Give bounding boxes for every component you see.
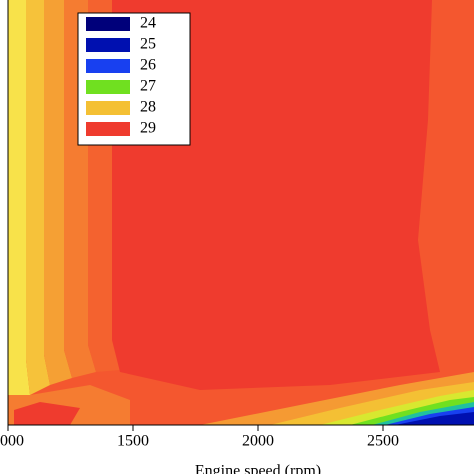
legend-label: 25	[140, 36, 156, 53]
legend-label: 24	[140, 15, 156, 32]
legend	[77, 12, 191, 146]
legend-swatch	[86, 17, 130, 31]
x-tick-label: 2500	[367, 433, 399, 450]
x-tick-label: 2000	[242, 433, 274, 450]
x-tick-label: 1500	[117, 433, 149, 450]
legend-label: 29	[140, 120, 156, 137]
region-25	[395, 412, 474, 425]
legend-label: 27	[140, 78, 156, 95]
legend-label: 28	[140, 99, 156, 116]
legend-swatch	[86, 38, 130, 52]
legend-swatch	[86, 80, 130, 94]
x-tick-label: 1000	[0, 433, 24, 450]
legend-swatch	[86, 122, 130, 136]
band	[8, 0, 30, 395]
legend-swatch	[86, 59, 130, 73]
contour-fill	[8, 0, 474, 425]
band	[14, 402, 80, 425]
legend-label: 26	[140, 57, 156, 74]
region-29	[112, 0, 440, 390]
band	[44, 0, 72, 385]
legend-swatch	[86, 101, 130, 115]
x-axis-label: Engine speed (rpm)	[195, 463, 321, 474]
